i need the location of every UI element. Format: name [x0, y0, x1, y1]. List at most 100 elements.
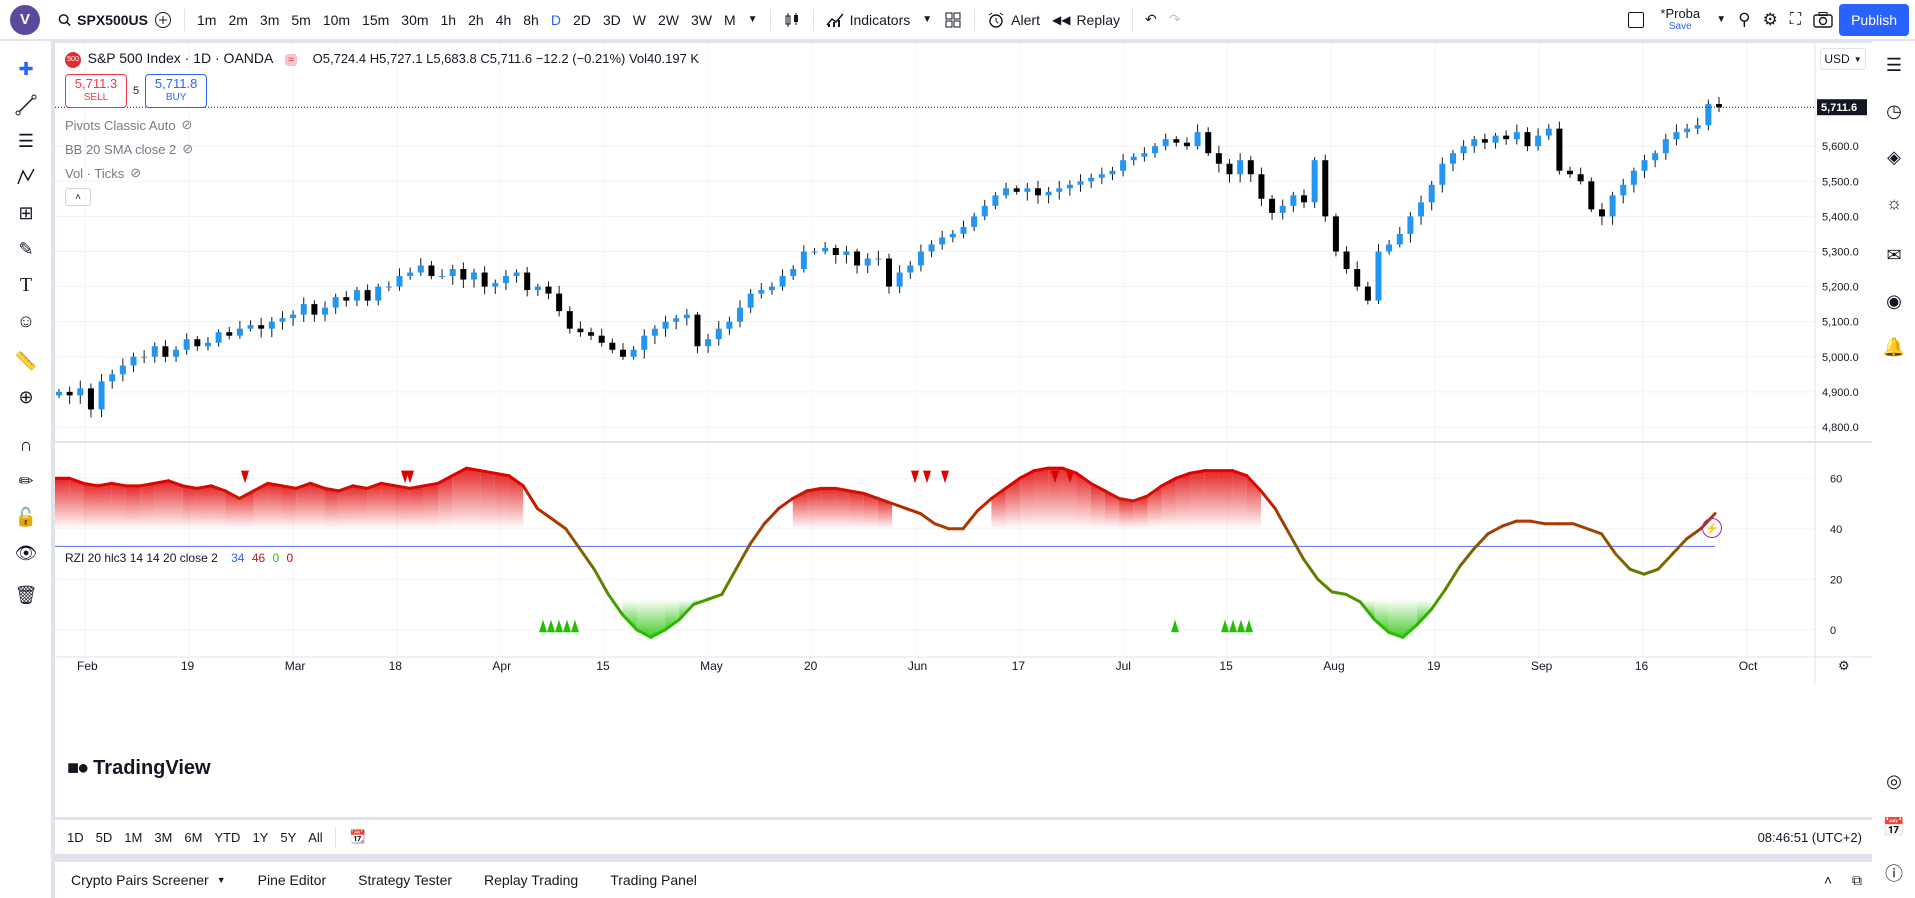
undo-button[interactable]: ↶	[1139, 4, 1163, 36]
trendline-tool[interactable]	[12, 91, 40, 119]
ohlc-values: O5,724.4 H5,727.1 L5,683.8 C5,711.6 −12.…	[312, 51, 700, 66]
lock-tool[interactable]: 🔓	[12, 503, 40, 531]
compare-symbol-button[interactable]	[148, 4, 178, 36]
tab-strategy-tester[interactable]: Strategy Tester	[358, 872, 453, 888]
range-ytd[interactable]: YTD	[214, 829, 241, 845]
range-5y[interactable]: 5Y	[280, 829, 297, 845]
settings-button[interactable]: ⚙	[1757, 4, 1784, 36]
eye-hidden-icon[interactable]: ⊘	[130, 165, 142, 180]
user-avatar[interactable]: V	[10, 4, 40, 35]
dom-button[interactable]: ◎	[1880, 767, 1908, 795]
timeframe-3d[interactable]: 3D	[602, 11, 621, 28]
lightning-icon[interactable]: ⚡	[1702, 518, 1722, 538]
timeframe-3w[interactable]: 3W	[690, 11, 712, 28]
measure-tool[interactable]: 📏	[12, 347, 40, 375]
currency-selector[interactable]: USD ▼	[1820, 48, 1866, 70]
range-5d[interactable]: 5D	[95, 829, 113, 845]
chats-button[interactable]: ✉	[1880, 241, 1908, 269]
object-tree-button[interactable]: ◈	[1880, 143, 1908, 171]
tab-trading-panel[interactable]: Trading Panel	[610, 872, 697, 888]
collapse-panel-button[interactable]: ˄	[1814, 872, 1842, 888]
ideas-button[interactable]: ☼	[1880, 189, 1908, 217]
icon-tool[interactable]: ☺	[12, 307, 40, 335]
goto-date-button[interactable]: 📆	[342, 829, 374, 845]
magnet-tool[interactable]: ∩	[12, 431, 40, 459]
draw-mode-tool[interactable]: ✏	[12, 467, 40, 495]
timeframe-4h[interactable]: 4h	[495, 11, 512, 28]
symbol-search[interactable]: SPX500US	[58, 12, 148, 28]
sell-button[interactable]: 5,711.3 SELL	[65, 74, 127, 108]
maximize-panel-button[interactable]: ⧉	[1842, 872, 1872, 889]
timeframe-3m[interactable]: 3m	[259, 11, 280, 28]
indicators-button[interactable]: Indicators	[820, 4, 917, 36]
timeframe-1h[interactable]: 1h	[440, 11, 457, 28]
remove-tool[interactable]: 🗑	[12, 581, 40, 609]
text-tool[interactable]: T	[12, 271, 40, 299]
candle-body	[1088, 177, 1095, 182]
help-button[interactable]: ⓘ	[1880, 859, 1908, 887]
range-1d[interactable]: 1D	[67, 829, 84, 845]
snapshot-button[interactable]	[1807, 4, 1839, 36]
fullscreen-button[interactable]: ⛶	[1784, 4, 1807, 36]
range-1m[interactable]: 1M	[124, 829, 143, 845]
eye-hidden-icon[interactable]: ⊘	[181, 117, 193, 132]
rzi-label[interactable]: RZI 20 hlc3 14 14 20 close 2	[65, 551, 218, 565]
range-6m[interactable]: 6M	[184, 829, 203, 845]
timeframe-15m[interactable]: 15m	[362, 11, 390, 28]
tab-replay-trading[interactable]: Replay Trading	[484, 872, 579, 888]
alerts-panel-button[interactable]: ◷	[1880, 97, 1908, 125]
fib-tool[interactable]: ☰	[12, 127, 40, 155]
timeframe-30m[interactable]: 30m	[401, 11, 429, 28]
indicator-pivots[interactable]: Pivots Classic Auto ⊘	[65, 117, 192, 133]
indicator-bb[interactable]: BB 20 SMA close 2 ⊘	[65, 141, 193, 157]
legend-menu-icon[interactable]: ≈	[284, 54, 298, 66]
collapse-legend-button[interactable]: ˄	[65, 188, 91, 206]
timeframe-8h[interactable]: 8h	[523, 11, 539, 28]
crosshair-tool[interactable]: ✚	[12, 55, 40, 83]
redo-button[interactable]: ↷	[1163, 4, 1187, 36]
range-1y[interactable]: 1Y	[252, 829, 269, 845]
timeframe-2m[interactable]: 2m	[228, 11, 248, 28]
timeframe-2d[interactable]: 2D	[572, 11, 591, 28]
timeframe-5m[interactable]: 5m	[291, 11, 311, 28]
notifications-button[interactable]: 🔔	[1880, 333, 1908, 361]
chart-type-button[interactable]	[777, 4, 807, 36]
replay-button[interactable]: ◀◀ Replay	[1046, 4, 1126, 36]
alert-button[interactable]: Alert	[981, 4, 1046, 36]
chart-canvas[interactable]: 4,800.0 4,900.0 5,000.0 5,100.0 5,200.0 5,300…	[55, 43, 1872, 817]
streams-button[interactable]: ◉	[1880, 287, 1908, 315]
timeframe-2w[interactable]: 2W	[657, 11, 679, 28]
eye-hidden-icon[interactable]: ⊘	[182, 141, 194, 156]
layout-name-button[interactable]: *Proba Save	[1650, 4, 1710, 36]
timeframe-1m[interactable]: 1m	[197, 11, 217, 28]
forecast-tool[interactable]: ⊞	[12, 199, 40, 227]
brush-tool[interactable]: ✎	[12, 235, 40, 263]
range-3m[interactable]: 3M	[154, 829, 173, 845]
hide-tool[interactable]: 👁	[12, 539, 40, 567]
chart-area[interactable]: 4,800.0 4,900.0 5,000.0 5,100.0 5,200.0 5,300…	[55, 43, 1872, 817]
clock-display[interactable]: 08:46:51 (UTC+2)	[1757, 829, 1862, 845]
indicator-vol[interactable]: Vol · Ticks ⊘	[65, 165, 141, 181]
timeframe-m[interactable]: M	[723, 11, 736, 28]
layout-dropdown[interactable]: ▼	[1710, 4, 1732, 36]
tradingview-watermark[interactable]: ■● TradingView	[67, 757, 211, 780]
tab-crypto-screener[interactable]: Crypto Pairs Screener ▼	[55, 872, 242, 888]
quick-search-button[interactable]: ⚲	[1732, 4, 1756, 36]
buy-button[interactable]: 5,711.8 BUY	[145, 74, 208, 108]
layout-checkbox[interactable]	[1622, 4, 1650, 36]
zoom-in-tool[interactable]: ⊕	[12, 383, 40, 411]
timeframe-10m[interactable]: 10m	[322, 11, 351, 28]
pattern-tool[interactable]	[12, 163, 40, 191]
range-all[interactable]: All	[308, 829, 323, 845]
watchlist-button[interactable]: ☰	[1880, 51, 1908, 79]
calendar-button[interactable]: 📅	[1880, 813, 1908, 841]
timeframe-2h[interactable]: 2h	[468, 11, 484, 28]
publish-button[interactable]: Publish	[1839, 3, 1909, 36]
indicators-dropdown[interactable]: ▼	[916, 4, 938, 36]
layouts-button[interactable]	[938, 4, 968, 36]
timeframe-d[interactable]: D	[550, 11, 561, 28]
timeframe-dropdown[interactable]: ▼	[742, 4, 764, 36]
timeframe-w[interactable]: W	[632, 11, 646, 28]
tab-pine-editor[interactable]: Pine Editor	[257, 872, 327, 888]
symbol-title[interactable]: S&P 500 Index · 1D · OANDA	[87, 50, 274, 66]
